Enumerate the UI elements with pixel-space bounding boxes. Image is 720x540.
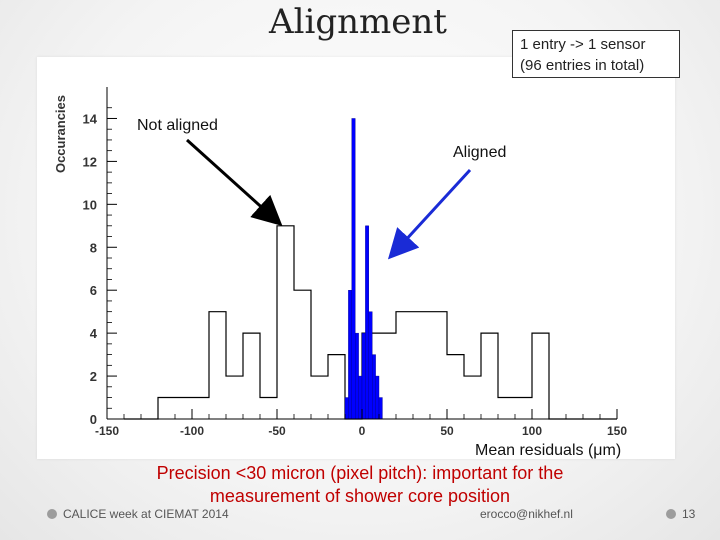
page-number: 13	[682, 507, 696, 521]
bullet-dot-icon	[47, 509, 57, 519]
note-line-2: (96 entries in total)	[520, 57, 645, 74]
note-line-1: 1 entry -> 1 sensor	[520, 36, 646, 53]
not-aligned-arrow	[185, 138, 283, 227]
x-tick-label: 0	[359, 424, 366, 438]
aligned-histogram-bar	[375, 375, 380, 420]
footer-email: erocco@nikhef.nl	[480, 507, 573, 521]
residuals-histogram: -150 -100 -50 0 50 100 150 0 2 4 6 8 10 12 14 Occuranci…	[53, 87, 627, 438]
aligned-histogram-bar	[365, 225, 369, 420]
x-tick-label: 50	[440, 424, 454, 438]
y-tick-label: 8	[90, 240, 97, 255]
y-tick-label: 2	[90, 369, 97, 384]
x-tick-label: -100	[180, 424, 204, 438]
y-tick-label: 12	[83, 154, 97, 169]
x-tick-label: -150	[95, 424, 119, 438]
conclusion-line-2: measurement of shower core position	[209, 486, 511, 506]
footer-event: CALICE week at CIEMAT 2014	[47, 507, 229, 521]
aligned-histogram-bar	[372, 354, 376, 420]
aligned-histogram-bar	[368, 311, 373, 420]
aligned-label: Aligned	[453, 144, 507, 161]
y-tick-label: 4	[90, 326, 98, 341]
aligned-histogram-bar	[344, 397, 349, 420]
y-tick-label: 14	[83, 111, 98, 126]
footer-event-text: CALICE week at CIEMAT 2014	[63, 507, 229, 521]
aligned-arrow	[387, 168, 472, 260]
aligned-histogram-bar	[361, 332, 366, 420]
y-axis-label: Occurancies	[53, 95, 68, 173]
y-tick-label: 6	[90, 283, 97, 298]
conclusion-text: Precision <30 micron (pixel pitch): impo…	[90, 462, 630, 508]
x-tick-label: 100	[522, 424, 542, 438]
y-tick-label: 10	[83, 197, 97, 212]
entries-note-box: 1 entry -> 1 sensor (96 entries in total…	[512, 30, 680, 78]
aligned-histogram-bar	[378, 397, 383, 420]
aligned-histogram-bar	[358, 375, 363, 420]
histogram-panel: -150 -100 -50 0 50 100 150 0 2 4 6 8 10 12 14 Occuranci…	[37, 57, 675, 459]
aligned-histogram-bar	[348, 289, 352, 420]
aligned-histogram-bar	[351, 118, 356, 420]
x-axis-label: Mean residuals (μm)	[475, 442, 622, 459]
y-tick-label: 0	[90, 412, 97, 427]
footer-page-number: 13	[666, 507, 695, 521]
slide-title: Alignment	[269, 2, 447, 42]
conclusion-line-1: Precision <30 micron (pixel pitch): impo…	[156, 463, 564, 483]
not-aligned-label: Not aligned	[137, 117, 218, 134]
aligned-histogram-bar	[355, 332, 359, 420]
bullet-dot-icon	[666, 509, 676, 519]
x-tick-label: -50	[268, 424, 286, 438]
x-tick-label: 150	[607, 424, 627, 438]
